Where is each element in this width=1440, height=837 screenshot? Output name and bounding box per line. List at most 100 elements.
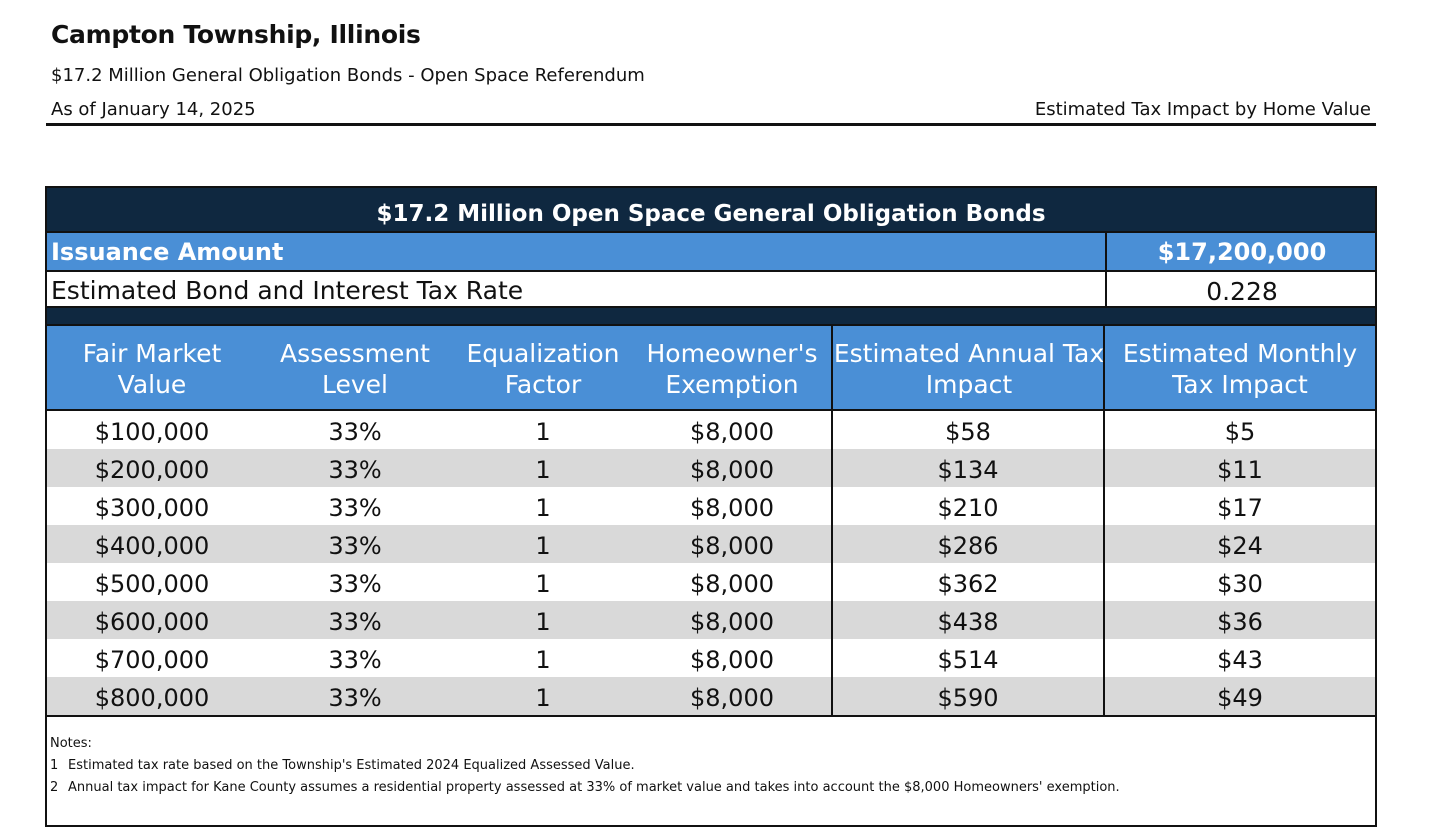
assessment-level-cell: 33% [328,646,382,674]
vline [1103,411,1105,715]
table-row: $700,000 33% 1 $8,000 $514 $43 [47,639,1375,677]
right-caption: Estimated Tax Impact by Home Value [1034,99,1371,120]
col-header-line: Equalization [466,338,620,368]
monthly-impact-cell: $30 [1217,570,1263,598]
col-header-line: Level [322,369,388,399]
assessment-level-cell: 33% [328,684,382,712]
table-row: $500,000 33% 1 $8,000 $362 $30 [47,563,1375,601]
fair-market-value-cell: $200,000 [94,456,210,484]
fair-market-value-cell: $500,000 [94,570,210,598]
exemption-cell: $8,000 [690,418,774,446]
col-header-line: Assessment [280,338,430,368]
fair-market-value-cell: $400,000 [94,532,210,560]
col-header-line: Factor [504,369,582,399]
page-subtitle: $17.2 Million General Obligation Bonds -… [51,65,645,86]
fair-market-value-cell: $100,000 [94,418,210,446]
vline [831,411,833,715]
equalization-factor-cell: 1 [535,646,551,674]
col-header-line: Fair Market [82,338,222,368]
vline [1103,326,1105,409]
table-row: $600,000 33% 1 $8,000 $438 $36 [47,601,1375,639]
annual-impact-cell: $210 [937,494,999,522]
table-body: $100,000 33% 1 $8,000 $58 $5 $200,000 33… [47,411,1375,717]
monthly-impact-cell: $17 [1217,494,1263,522]
exemption-cell: $8,000 [690,494,774,522]
col-homeowners-exemption: Homeowner's Exemption [633,326,831,409]
equalization-factor-cell: 1 [535,608,551,636]
monthly-impact-cell: $5 [1224,418,1256,446]
assessment-level-cell: 33% [328,456,382,484]
annual-impact-cell: $286 [937,532,999,560]
page-title: Campton Township, Illinois [51,20,421,49]
col-monthly-tax-impact: Estimated Monthly Tax Impact [1105,326,1375,409]
fair-market-value-cell: $300,000 [94,494,210,522]
col-header-line: Tax Impact [1172,369,1308,399]
note-number: 1 [50,758,59,773]
note-text: Estimated tax rate based on the Township… [68,758,635,773]
note-text: Annual tax impact for Kane County assume… [68,780,1120,795]
annual-impact-cell: $362 [937,570,999,598]
table-row: $200,000 33% 1 $8,000 $134 $11 [47,449,1375,487]
vline [831,326,833,409]
note-item: 1 Estimated tax rate based on the Townshi… [50,755,1120,777]
header-rule [46,123,1376,126]
exemption-cell: $8,000 [690,608,774,636]
annual-impact-cell: $590 [937,684,999,712]
exemption-cell: $8,000 [690,684,774,712]
exemption-cell: $8,000 [690,570,774,598]
exemption-cell: $8,000 [690,646,774,674]
col-header-line: Estimated Monthly [1122,338,1358,368]
col-header-line: Exemption [665,369,799,399]
equalization-factor-cell: 1 [535,418,551,446]
annual-impact-cell: $58 [945,418,991,446]
monthly-impact-cell: $43 [1217,646,1263,674]
assessment-level-cell: 33% [328,418,382,446]
monthly-impact-cell: $36 [1217,608,1263,636]
spacer-band [47,308,1375,324]
tax-rate-label: Estimated Bond and Interest Tax Rate [51,276,524,305]
exemption-cell: $8,000 [690,456,774,484]
col-header-line: Value [117,369,187,399]
exemption-cell: $8,000 [690,532,774,560]
notes-heading: Notes: [50,736,92,751]
assessment-level-cell: 33% [328,494,382,522]
assessment-level-cell: 33% [328,532,382,560]
annual-impact-cell: $514 [937,646,999,674]
table-row: $800,000 33% 1 $8,000 $590 $49 [47,677,1375,715]
notes: Notes: 1 Estimated tax rate based on the … [50,733,1120,799]
assessment-level-cell: 33% [328,608,382,636]
col-assessment-level: Assessment Level [257,326,453,409]
note-number: 2 [50,780,59,795]
assessment-level-cell: 33% [328,570,382,598]
col-annual-tax-impact: Estimated Annual Tax Impact [833,326,1105,409]
monthly-impact-cell: $49 [1217,684,1263,712]
annual-impact-cell: $438 [937,608,999,636]
col-header-line: Estimated Annual Tax [833,338,1105,368]
as-of-date: As of January 14, 2025 [51,99,256,120]
issuance-value: $17,200,000 [1105,233,1377,270]
note-item: 2 Annual tax impact for Kane County assum… [50,777,1120,799]
fair-market-value-cell: $600,000 [94,608,210,636]
issuance-row: Issuance Amount $17,200,000 [47,231,1375,270]
fair-market-value-cell: $800,000 [94,684,210,712]
equalization-factor-cell: 1 [535,456,551,484]
table-row: $100,000 33% 1 $8,000 $58 $5 [47,411,1375,449]
col-equalization-factor: Equalization Factor [453,326,633,409]
table-row: $300,000 33% 1 $8,000 $210 $17 [47,487,1375,525]
monthly-impact-cell: $24 [1217,532,1263,560]
issuance-label: Issuance Amount [51,238,284,266]
equalization-factor-cell: 1 [535,532,551,560]
column-header-row: Fair Market Value Assessment Level Equaliz… [47,324,1375,411]
equalization-factor-cell: 1 [535,570,551,598]
tax-rate-value: 0.228 [1105,272,1377,306]
table-row: $400,000 33% 1 $8,000 $286 $24 [47,525,1375,563]
equalization-factor-cell: 1 [535,494,551,522]
tax-impact-table: $17.2 Million Open Space General Obligat… [45,186,1377,827]
col-fair-market-value: Fair Market Value [47,326,257,409]
tax-rate-row: Estimated Bond and Interest Tax Rate 0.2… [47,270,1375,308]
col-header-line: Homeowner's [646,338,818,368]
table-title: $17.2 Million Open Space General Obligat… [47,188,1375,231]
col-header-line: Impact [925,369,1013,399]
monthly-impact-cell: $11 [1217,456,1263,484]
annual-impact-cell: $134 [937,456,999,484]
